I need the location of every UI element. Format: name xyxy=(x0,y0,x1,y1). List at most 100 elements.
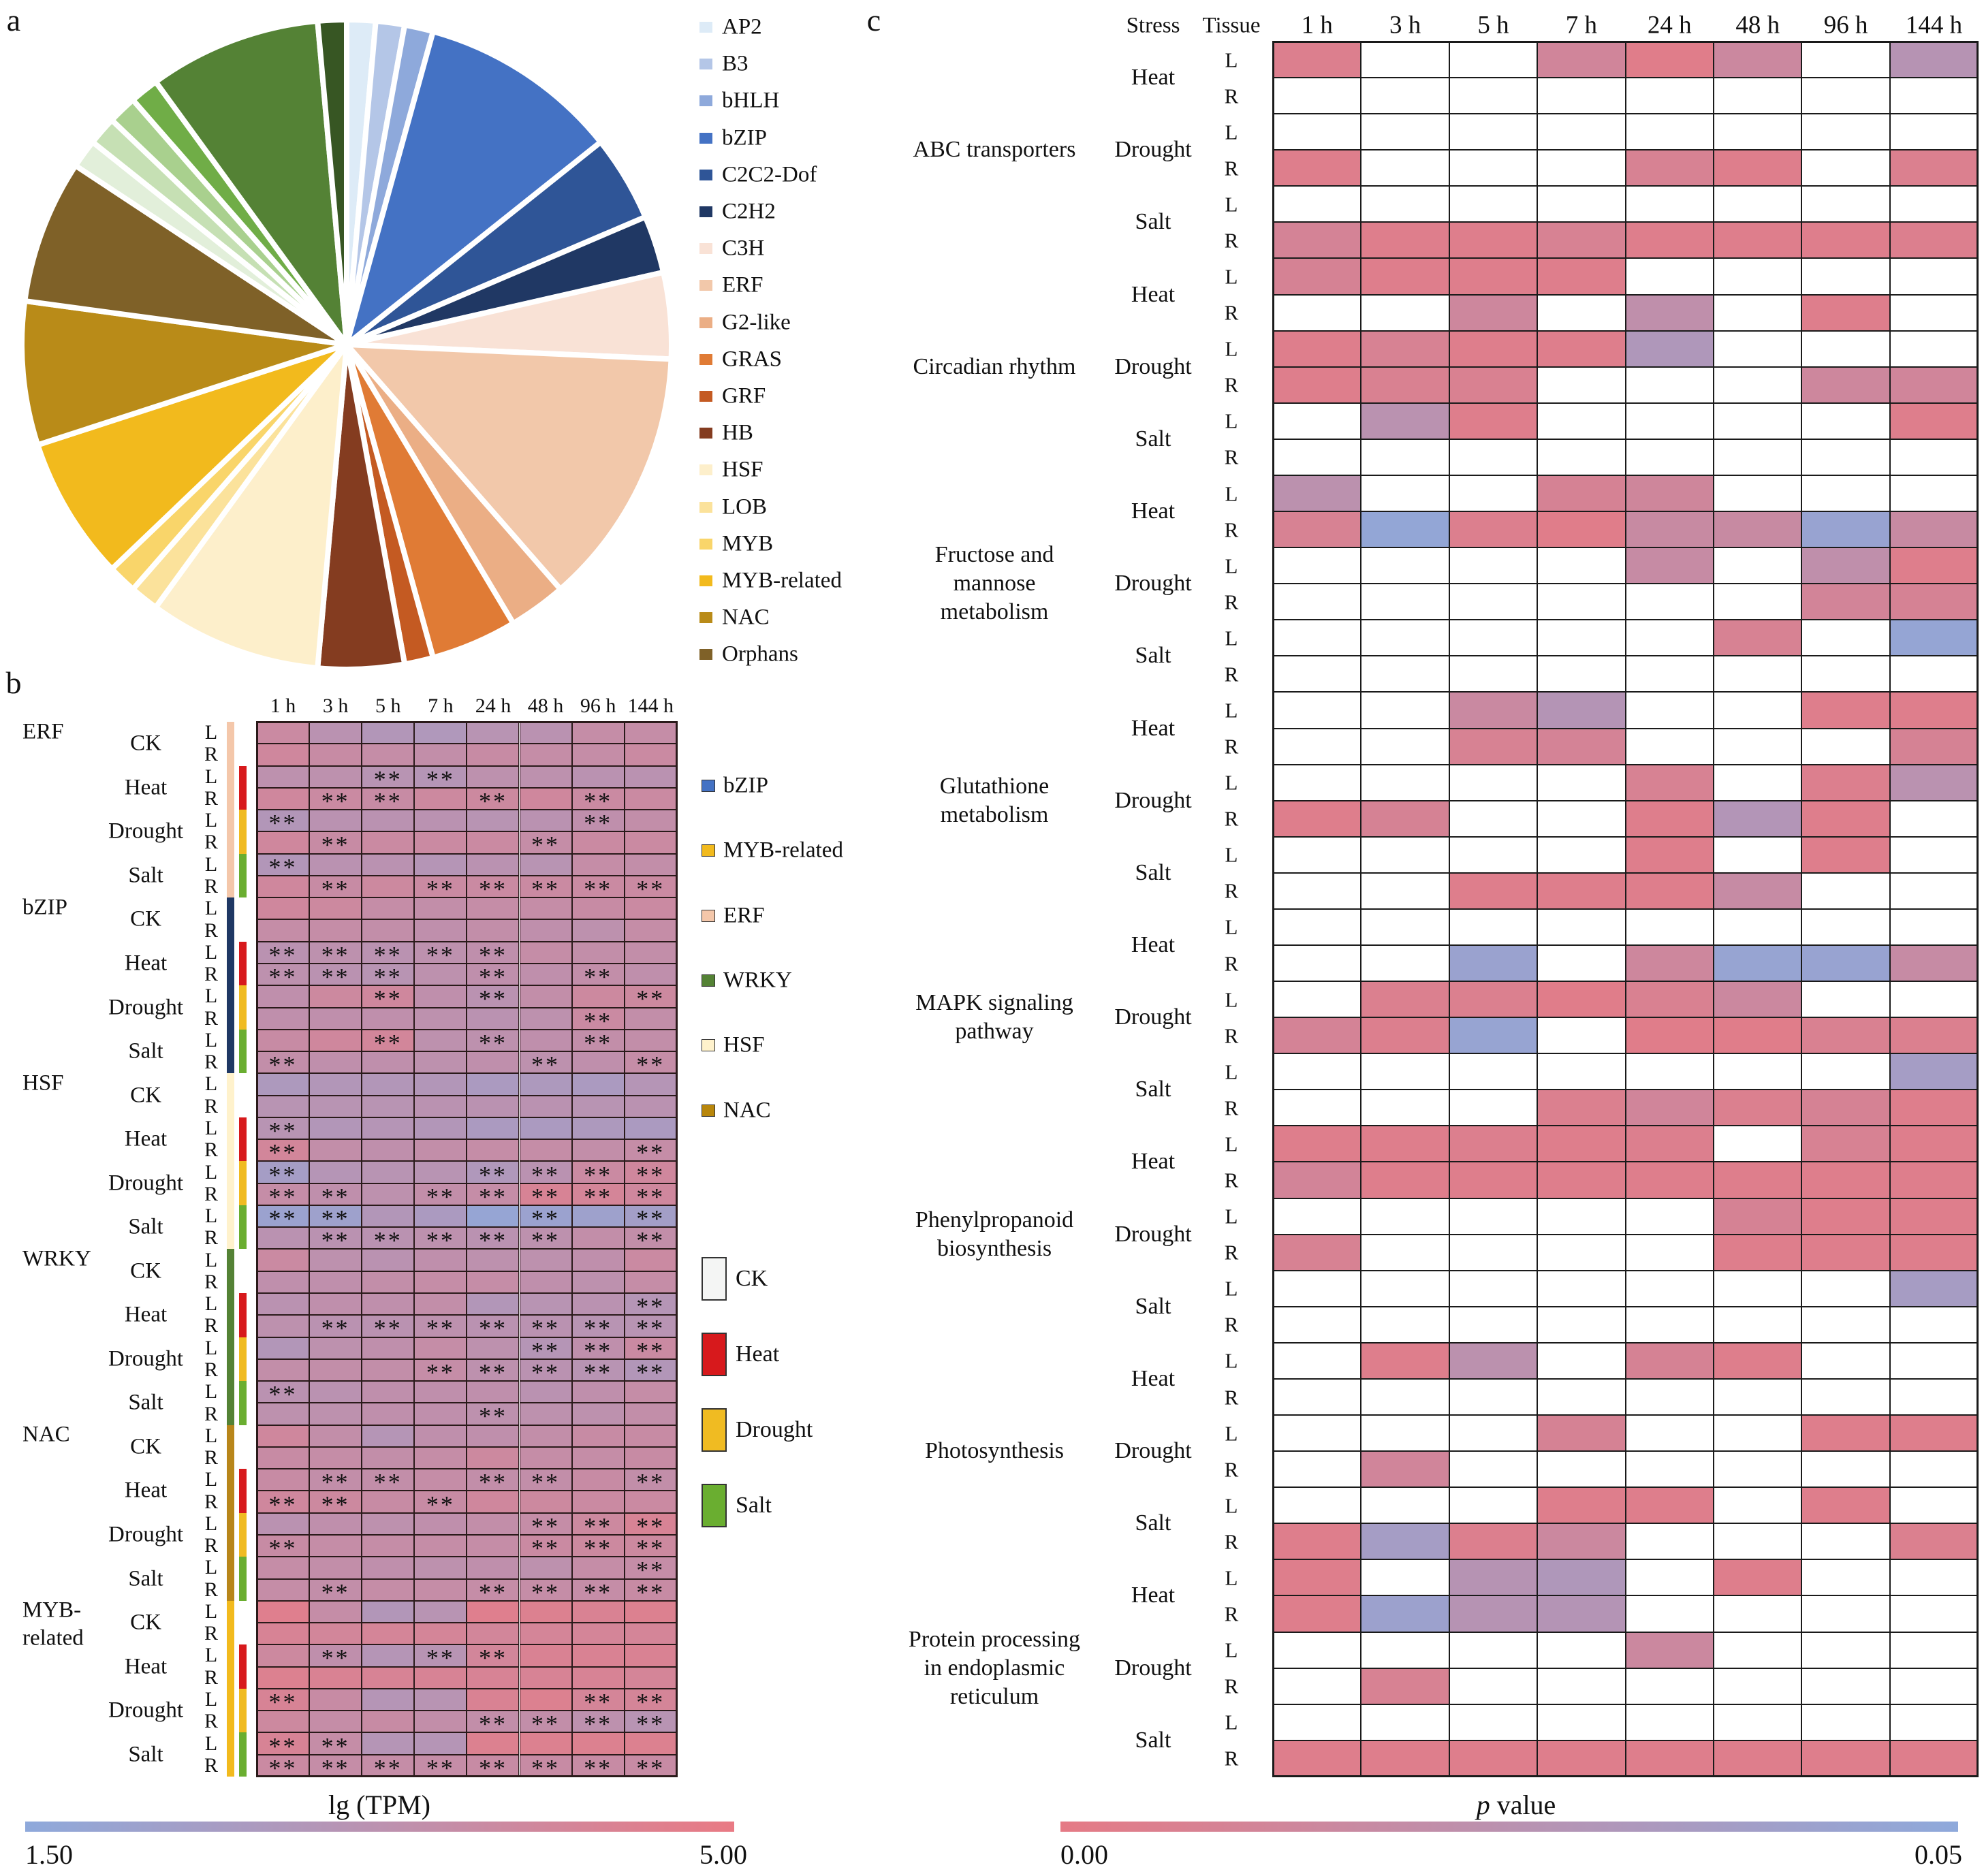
significance-marker: ** xyxy=(321,1226,350,1254)
stress-legend-label: Heat xyxy=(736,1341,780,1367)
stress-color-bar xyxy=(239,1688,247,1733)
heatmap-cell xyxy=(414,919,467,942)
tissue-label: L xyxy=(204,1688,218,1711)
tissue-label: L xyxy=(204,1468,218,1491)
heatmap-cell xyxy=(309,1337,362,1359)
heatmap-cell xyxy=(414,1161,467,1183)
heatmap-cell xyxy=(519,1381,572,1403)
stress-label: Drought xyxy=(1114,137,1192,163)
stress-color-bar xyxy=(239,1732,247,1777)
heatmap-cell xyxy=(467,1271,520,1294)
tissue-label: L xyxy=(1225,48,1238,72)
tissue-label: L xyxy=(1225,770,1238,795)
heatmap-cell xyxy=(362,1051,415,1074)
tissue-label: L xyxy=(1225,1710,1238,1734)
heatmap-cell xyxy=(257,1644,310,1667)
stress-legend-label: Salt xyxy=(736,1493,772,1518)
tissue-label: R xyxy=(1224,1312,1239,1337)
heatmap-cell: ** xyxy=(257,1183,310,1209)
significance-marker: ** xyxy=(268,1183,298,1211)
stress-color-bar xyxy=(239,1469,247,1513)
column-header: 5 h xyxy=(1477,11,1509,39)
heatmap-cell xyxy=(414,1446,467,1469)
heatmap-cell xyxy=(467,1425,520,1447)
colorbar-b-gradient xyxy=(25,1822,734,1832)
tissue-label: R xyxy=(1224,518,1239,542)
heatmap-cell: ** xyxy=(467,941,520,967)
significance-marker: ** xyxy=(636,1337,665,1365)
heatmap-cell xyxy=(519,1271,572,1294)
tissue-label: L xyxy=(204,897,218,920)
significance-marker: ** xyxy=(636,1051,665,1079)
stress-color-bar xyxy=(239,1029,247,1074)
tissue-label: R xyxy=(1224,590,1239,614)
tissue-label: R xyxy=(204,1753,219,1777)
stress-label: Heat xyxy=(124,1126,168,1151)
heatmap-cell xyxy=(414,744,467,766)
legend-label: B3 xyxy=(722,51,749,76)
tissue-label: L xyxy=(1225,120,1238,144)
stress-label: Salt xyxy=(1135,1293,1171,1319)
heatmap-cell xyxy=(309,1623,362,1645)
heatmap-c-frame xyxy=(1272,41,1979,1777)
heatmap-cell xyxy=(571,1623,625,1645)
heatmap-cell: ** xyxy=(519,1227,572,1253)
tissue-label: R xyxy=(1224,1457,1239,1482)
significance-marker: ** xyxy=(373,765,403,793)
heatmap-cell xyxy=(257,1403,310,1425)
significance-marker: ** xyxy=(373,1315,403,1343)
heatmap-b-frame xyxy=(256,721,678,1777)
heatmap-cell: ** xyxy=(519,1534,572,1561)
heatmap-cell: ** xyxy=(571,1161,625,1187)
column-header: 3 h xyxy=(322,695,349,717)
heatmap-cell xyxy=(519,1446,572,1469)
significance-marker: ** xyxy=(584,1578,613,1606)
tissue-label: L xyxy=(1225,1565,1238,1590)
heatmap-cell xyxy=(414,1051,467,1074)
heatmap-cell xyxy=(309,1029,362,1052)
stress-label: Heat xyxy=(124,1654,168,1679)
stress-color-bar xyxy=(239,765,247,810)
heatmap-cell xyxy=(571,1139,625,1162)
significance-marker: ** xyxy=(268,809,298,837)
tissue-label: L xyxy=(1225,915,1238,939)
heatmap-cell: ** xyxy=(571,1007,625,1033)
stress-label: Salt xyxy=(128,1566,163,1591)
heatmap-cell xyxy=(414,1557,467,1579)
significance-marker: ** xyxy=(373,985,403,1013)
heatmap-cell xyxy=(257,875,310,898)
heatmap-cell xyxy=(519,1491,572,1513)
heatmap-cell xyxy=(362,1512,415,1535)
heatmap-cell xyxy=(467,1293,520,1316)
column-header: 24 h xyxy=(475,695,511,717)
significance-marker: ** xyxy=(321,1205,350,1233)
heatmap-cell xyxy=(571,1491,625,1513)
significance-marker: ** xyxy=(478,963,507,991)
heatmap-cell: ** xyxy=(571,875,625,902)
tissue-label: L xyxy=(1225,192,1238,217)
heatmap-cell xyxy=(362,1095,415,1117)
heatmap-cell xyxy=(257,1271,310,1294)
heatmap-cell xyxy=(362,1644,415,1667)
heatmap-cell: ** xyxy=(309,1227,362,1253)
legend-label: GRF xyxy=(722,383,766,409)
family-label: ERF xyxy=(22,719,64,744)
heatmap-cell xyxy=(414,810,467,832)
heatmap-cell xyxy=(362,831,415,854)
pie-slice-myb-related xyxy=(35,342,349,572)
family-legend-label: WRKY xyxy=(723,968,792,993)
significance-marker: ** xyxy=(268,941,298,969)
tissue-label: L xyxy=(204,1292,218,1316)
tissue-label: R xyxy=(1224,1240,1239,1265)
tissue-label: L xyxy=(1225,987,1238,1012)
panel-label-a: a xyxy=(6,3,21,37)
heatmap-cell xyxy=(467,1007,520,1030)
heatmap-cell xyxy=(519,1117,572,1140)
tissue-label: L xyxy=(1225,481,1238,505)
stress-label: Heat xyxy=(1131,498,1176,524)
significance-marker: ** xyxy=(531,1161,561,1189)
heatmap-cell: ** xyxy=(309,831,362,857)
heatmap-cell: ** xyxy=(362,1469,415,1495)
heatmap-cell xyxy=(467,1073,520,1096)
